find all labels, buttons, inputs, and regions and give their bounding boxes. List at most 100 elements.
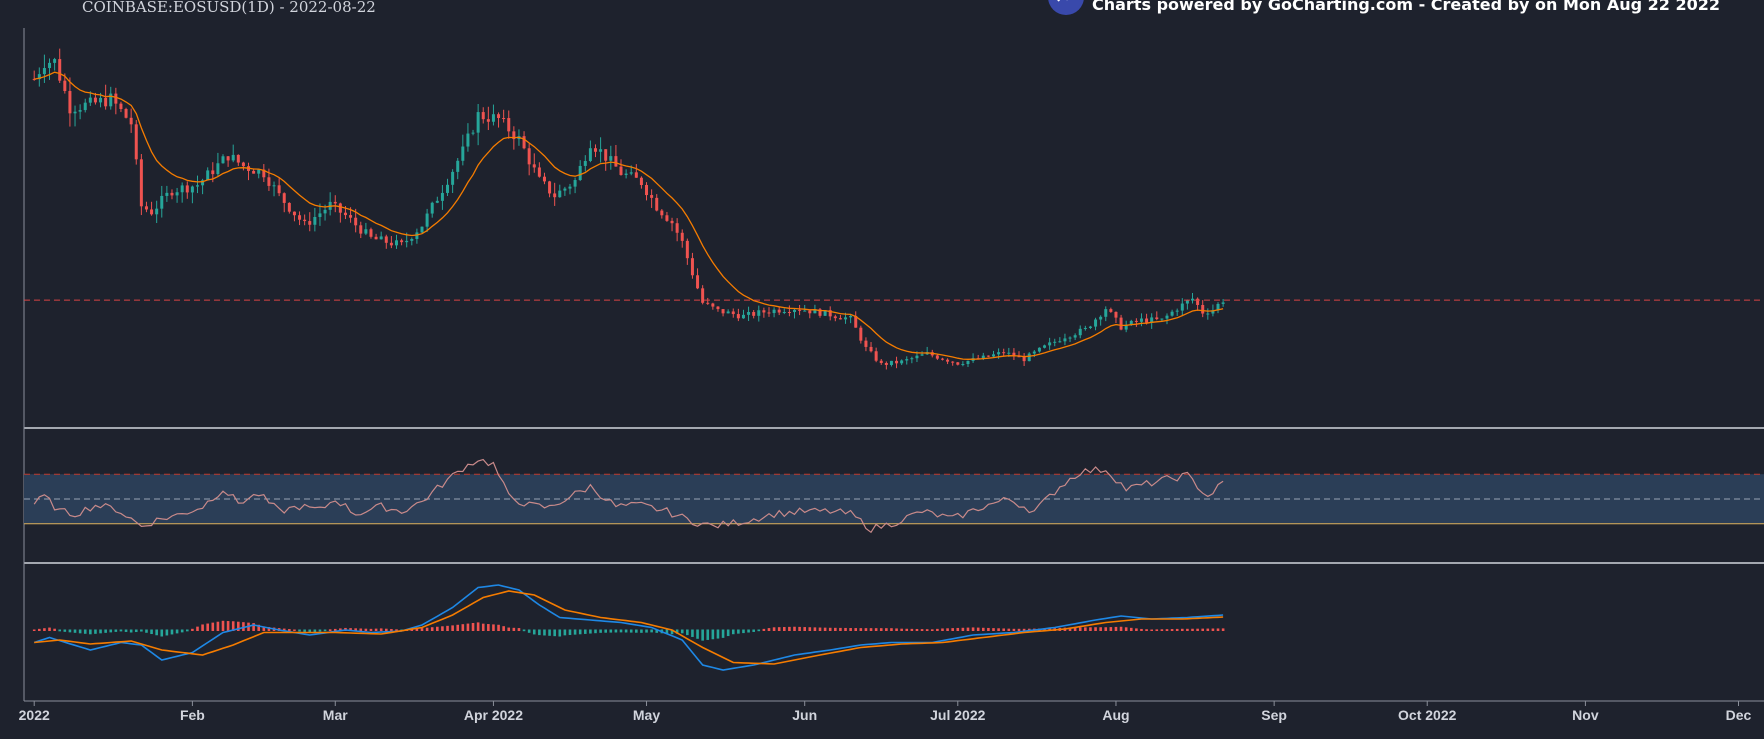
histogram-bar (109, 629, 113, 633)
candle-body (144, 206, 148, 210)
histogram-bar (1022, 628, 1026, 631)
histogram-bar (854, 628, 858, 631)
histogram-bar (987, 627, 990, 631)
candle-body (512, 131, 516, 140)
candle-body (277, 185, 281, 194)
candle-body (165, 192, 169, 196)
histogram-bar (910, 628, 914, 631)
histogram-bar (1186, 628, 1189, 631)
candle-body (701, 288, 705, 303)
histogram-bar (349, 628, 352, 631)
candle-body (777, 309, 781, 313)
candle-body (828, 310, 832, 317)
candle-body (527, 148, 531, 165)
ema-line (34, 71, 1224, 360)
histogram-bar (191, 628, 194, 631)
candle-body (252, 170, 256, 174)
histogram-bar (563, 629, 567, 636)
candle-body (900, 360, 904, 364)
candle-body (568, 186, 572, 189)
candle-body (808, 310, 812, 314)
histogram-bar (140, 629, 143, 632)
credit-banner[interactable]: Charts powered by GoCharting.com - Creat… (1048, 0, 1720, 15)
histogram-bar (206, 623, 209, 631)
histogram-bar (890, 628, 893, 631)
histogram-bar (874, 628, 878, 631)
histogram-bar (1175, 628, 1179, 631)
histogram-bar (252, 623, 255, 631)
histogram-bar (1135, 628, 1138, 631)
candle-body (578, 165, 582, 181)
candle-body (1170, 311, 1174, 316)
histogram-bar (237, 621, 240, 631)
histogram-bar (104, 629, 107, 633)
histogram-bar (364, 628, 368, 631)
histogram-bar (293, 629, 296, 631)
histogram-bar (99, 629, 102, 634)
candle-body (859, 327, 863, 341)
histogram-bar (971, 627, 975, 631)
candle-body (88, 97, 92, 103)
histogram-bar (777, 627, 781, 631)
histogram-bar (68, 629, 72, 633)
histogram-bar (1124, 627, 1128, 631)
candle-body (323, 209, 327, 214)
candle-body (680, 232, 684, 241)
histogram-bar (747, 629, 750, 633)
histogram-bar (1201, 628, 1205, 631)
candle-body (966, 360, 970, 365)
histogram-bar (609, 629, 613, 633)
candle-body (308, 221, 312, 225)
histogram-bar (823, 627, 827, 631)
candle-body (190, 186, 194, 193)
histogram-bar (446, 625, 449, 631)
candle-body (634, 172, 638, 178)
candle-body (951, 361, 955, 363)
candle-body (1201, 304, 1205, 314)
histogram-bar (196, 626, 199, 631)
candle-body (420, 226, 424, 233)
histogram-bar (885, 628, 888, 631)
histogram-bar (772, 627, 776, 631)
candle-body (1119, 317, 1123, 330)
histogram-bar (1084, 627, 1087, 631)
histogram-bar (58, 629, 62, 632)
histogram-bar (231, 621, 235, 631)
x-tick-label: Feb (180, 707, 205, 723)
histogram-bar (583, 629, 587, 634)
histogram-bar (129, 629, 133, 633)
histogram-bar (124, 629, 128, 632)
candle-body (915, 355, 919, 359)
candle-body (798, 309, 802, 311)
candle-body (425, 213, 429, 227)
x-tick-label: Dec (1726, 707, 1752, 723)
chart-line-icon (1048, 0, 1084, 15)
candle-body (935, 355, 939, 359)
candle-body (318, 213, 322, 218)
histogram-bar (425, 627, 429, 631)
candle-body (665, 215, 669, 221)
histogram-bar (670, 629, 674, 635)
x-tick-label: 2022 (19, 707, 50, 723)
candle-body (241, 162, 245, 167)
histogram-bar (1155, 629, 1159, 631)
histogram-bar (395, 629, 398, 631)
credit-text: Charts powered by GoCharting.com - Creat… (1092, 0, 1721, 14)
candle-body (160, 195, 164, 209)
candle-body (374, 236, 378, 240)
candle-body (986, 355, 990, 357)
histogram-bar (1007, 628, 1011, 631)
histogram-bar (333, 628, 337, 631)
histogram-bar (134, 629, 138, 633)
histogram-bar (487, 624, 490, 631)
histogram-bar (78, 629, 82, 634)
x-tick-label: Nov (1572, 707, 1599, 723)
candle-body (236, 154, 240, 163)
histogram-bar (1180, 628, 1184, 631)
candle-body (1099, 316, 1103, 320)
x-tick-label: Jul 2022 (930, 707, 985, 723)
histogram-bar (997, 628, 1000, 631)
histogram-bar (680, 629, 684, 634)
histogram-bar (691, 629, 694, 637)
